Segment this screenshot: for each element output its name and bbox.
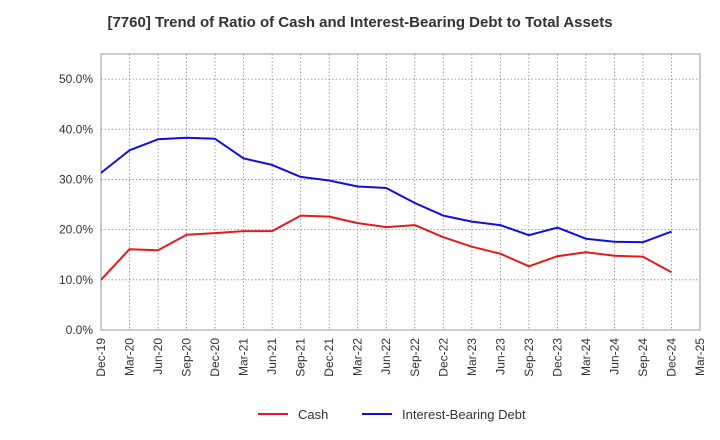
y-tick-label: 10.0% (59, 273, 93, 287)
y-tick-label: 40.0% (59, 122, 93, 136)
x-tick-label: Dec-24 (664, 338, 678, 377)
chart-title: [7760] Trend of Ratio of Cash and Intere… (107, 14, 613, 31)
y-tick-label: 20.0% (59, 223, 93, 237)
x-tick-label: Mar-24 (579, 338, 593, 376)
x-tick-label: Jun-22 (379, 338, 393, 375)
series-line-cash (100, 214, 672, 281)
y-tick-label: 0.0% (66, 323, 94, 337)
x-tick-label: Jun-24 (607, 338, 621, 375)
x-tick-label: Jun-23 (493, 338, 507, 375)
x-tick-label: Jun-21 (265, 338, 279, 375)
x-tick-label: Dec-19 (94, 338, 108, 377)
plot-area-frame (100, 53, 701, 331)
legend-label: Cash (298, 407, 328, 422)
y-tick-label: 30.0% (59, 172, 93, 186)
x-tick-label: Dec-20 (208, 338, 222, 377)
x-tick-label: Sep-23 (522, 338, 536, 377)
x-tick-label: Sep-22 (408, 338, 422, 377)
x-tick-label: Mar-23 (465, 338, 479, 376)
x-tick-label: Jun-20 (151, 338, 165, 375)
x-tick-label: Dec-22 (436, 338, 450, 377)
y-tick-label: 50.0% (59, 72, 93, 86)
x-tick-label: Mar-21 (237, 338, 251, 376)
x-tick-label: Mar-20 (123, 338, 137, 376)
x-tick-label: Dec-23 (550, 338, 564, 377)
series-line-interest-bearing-debt (100, 136, 672, 244)
x-tick-label: Sep-24 (636, 338, 650, 377)
x-tick-label: Mar-22 (351, 338, 365, 376)
x-tick-label: Mar-25 (693, 338, 707, 376)
x-tick-label: Sep-21 (294, 338, 308, 377)
x-tick-label: Dec-21 (322, 338, 336, 377)
x-tick-label: Sep-20 (180, 338, 194, 377)
legend-label: Interest-Bearing Debt (402, 407, 526, 422)
